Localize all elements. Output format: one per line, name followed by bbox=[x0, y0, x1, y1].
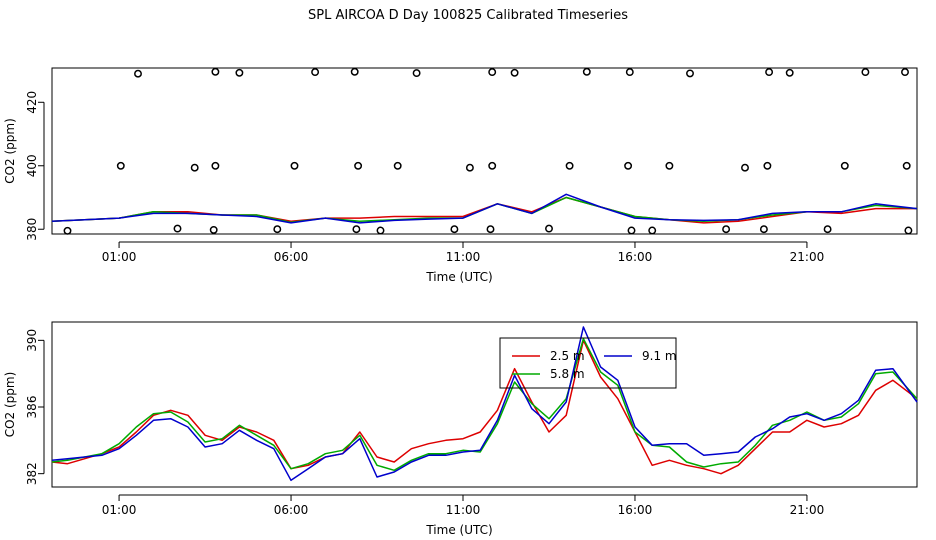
outlier-point bbox=[686, 69, 694, 78]
outlier-point bbox=[759, 225, 768, 234]
outlier-point bbox=[190, 163, 199, 172]
y-tick-label: 380 bbox=[25, 218, 39, 241]
top-plot-marks bbox=[51, 67, 918, 235]
x-tick-label: 11:00 bbox=[446, 250, 481, 264]
outlier-point bbox=[273, 225, 282, 234]
outlier-point bbox=[625, 68, 634, 77]
x-tick-label: 01:00 bbox=[102, 250, 137, 264]
outlier-point bbox=[290, 161, 299, 170]
outlier-point bbox=[582, 67, 591, 76]
outlier-point bbox=[861, 68, 870, 77]
y-tick-label: 382 bbox=[25, 462, 39, 485]
outlier-point bbox=[465, 163, 474, 172]
bottom-plot-axes: 01:00 06:00 11:00 16:00 21:00 Time (UTC) 382 38… bbox=[3, 329, 824, 537]
outlier-point bbox=[235, 68, 244, 77]
x-tick-label: 01:00 bbox=[102, 503, 137, 517]
x-tick-label: 06:00 bbox=[274, 503, 309, 517]
x-tick-label: 06:00 bbox=[274, 250, 309, 264]
outlier-point bbox=[486, 225, 495, 234]
legend-label: 2.5 m bbox=[550, 349, 585, 363]
outlier-point bbox=[393, 161, 402, 170]
top-plot-axes: 01:00 06:00 11:00 16:00 21:00 Time (UTC) 380 40… bbox=[3, 91, 824, 284]
x-tick-label: 16:00 bbox=[618, 250, 653, 264]
outlier-point bbox=[488, 161, 497, 170]
outlier-point bbox=[722, 225, 731, 234]
bottom-series-line-red bbox=[51, 339, 918, 475]
outlier-point bbox=[211, 161, 220, 170]
outlier-point bbox=[510, 68, 519, 77]
bottom-series-line-blue bbox=[51, 326, 918, 482]
outlier-point bbox=[211, 67, 220, 76]
outlier-point bbox=[209, 225, 218, 234]
outlier-point bbox=[352, 225, 361, 234]
y-tick-label: 420 bbox=[25, 91, 39, 114]
x-tick-label: 11:00 bbox=[446, 503, 481, 517]
top-series-line-red bbox=[51, 196, 917, 224]
outlier-point bbox=[785, 68, 794, 77]
outlier-point bbox=[545, 224, 553, 233]
legend-label: 5.8 m bbox=[550, 367, 585, 381]
outlier-point bbox=[904, 226, 913, 235]
outlier-point bbox=[624, 161, 633, 170]
outlier-point bbox=[765, 68, 774, 77]
bottom-plot-frame bbox=[51, 321, 918, 488]
outlier-point bbox=[350, 67, 359, 76]
outlier-point bbox=[450, 225, 459, 234]
legend-label: 9.1 m bbox=[642, 349, 677, 363]
outlier-point bbox=[648, 226, 657, 235]
outlier-point bbox=[173, 224, 182, 233]
outlier-point bbox=[488, 68, 497, 77]
x-tick-label: 21:00 bbox=[790, 250, 825, 264]
x-tick-label: 21:00 bbox=[790, 503, 825, 517]
y-tick-label: 386 bbox=[25, 396, 39, 419]
top-plot-frame bbox=[51, 67, 918, 235]
outlier-point bbox=[354, 161, 363, 170]
legend: 2.5 m 5.8 m 9.1 m bbox=[499, 337, 677, 389]
outlier-point bbox=[763, 161, 772, 170]
outlier-point bbox=[116, 161, 125, 170]
outlier-point bbox=[627, 226, 636, 235]
legend-box bbox=[499, 337, 677, 389]
top-y-axis-title: CO2 (ppm) bbox=[3, 118, 17, 184]
outlier-point bbox=[565, 161, 574, 170]
top-series-line-blue bbox=[51, 193, 918, 224]
outlier-point bbox=[376, 226, 385, 235]
bottom-plot-marks bbox=[51, 326, 918, 482]
outlier-point bbox=[902, 161, 911, 170]
outlier-point bbox=[741, 163, 749, 172]
outlier-point bbox=[665, 161, 674, 170]
bottom-x-axis-title: Time (UTC) bbox=[425, 523, 492, 537]
y-tick-label: 400 bbox=[25, 154, 39, 177]
top-x-axis-title: Time (UTC) bbox=[425, 270, 492, 284]
outlier-point bbox=[311, 68, 320, 77]
outlier-point bbox=[901, 68, 909, 77]
bottom-y-axis-title: CO2 (ppm) bbox=[3, 372, 17, 438]
x-tick-label: 16:00 bbox=[618, 503, 653, 517]
chart-title: SPL AIRCOA D Day 100825 Calibrated Times… bbox=[307, 8, 628, 23]
outlier-point bbox=[840, 161, 849, 170]
bottom-series-line-green bbox=[51, 337, 918, 472]
outlier-point bbox=[134, 69, 142, 78]
outlier-point bbox=[823, 225, 832, 234]
outlier-point bbox=[412, 69, 421, 78]
y-tick-label: 390 bbox=[25, 329, 39, 352]
outlier-point bbox=[63, 226, 72, 235]
